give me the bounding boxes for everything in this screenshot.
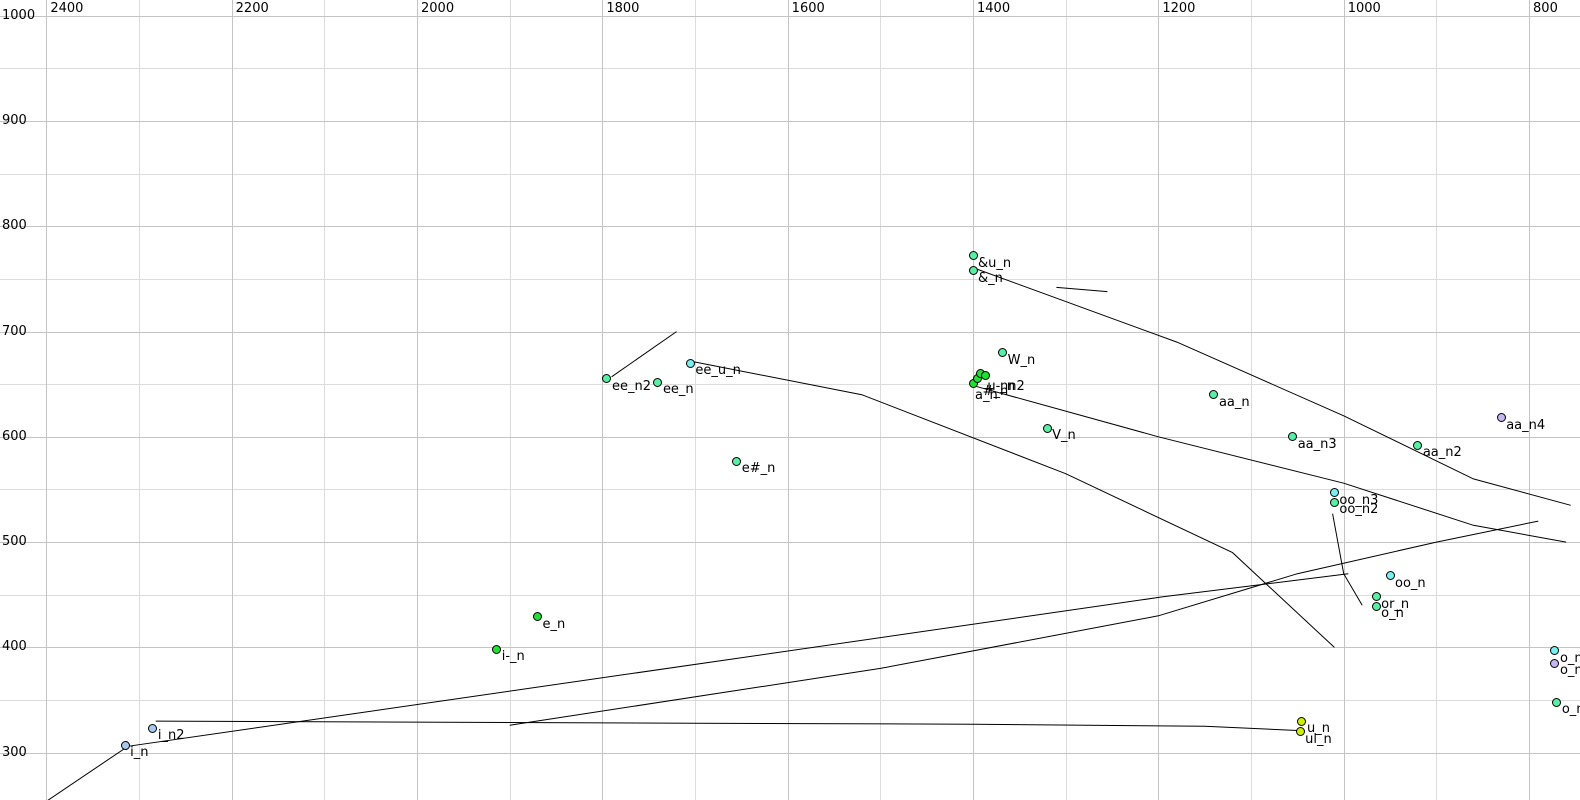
data-point-aa-n3[interactable] (1288, 432, 1298, 442)
data-point-label: ul_n (1305, 731, 1332, 747)
data-point-u-n[interactable] (1297, 716, 1307, 726)
data-point-label: i_n2 (157, 728, 185, 744)
data-point-o-n4[interactable] (1552, 697, 1562, 707)
data-point-label: i-_n (501, 649, 525, 665)
data-point-ul-n[interactable] (1295, 727, 1305, 737)
y-tick-label: 900 (2, 113, 27, 129)
data-point-label: o_n4 (1561, 702, 1580, 718)
y-tick-label: 600 (2, 428, 27, 444)
data-point-label: o_n2 (1559, 650, 1580, 666)
x-tick-label: 1000 (1347, 1, 1381, 16)
x-tick-label: 2400 (50, 1, 84, 16)
data-point-V-n[interactable] (1042, 423, 1052, 433)
data-point-i-n[interactable] (120, 740, 130, 750)
data-point--u-n[interactable] (968, 251, 978, 261)
data-point-label: oo_n3 (1339, 492, 1379, 508)
data-point-label: &u_n (978, 255, 1012, 271)
data-point-aa-n[interactable] (1209, 390, 1219, 400)
connector-u-horizontal (155, 720, 1298, 731)
x-tick-label: 2200 (235, 1, 269, 16)
data-point-label: e#_n (741, 461, 776, 477)
connector-lines (47, 267, 1571, 800)
data-point-o-n3[interactable] (1550, 658, 1560, 668)
data-point-label: a_n (975, 388, 998, 404)
data-point-ee-n2[interactable] (602, 374, 612, 384)
data-point-ee-u-n[interactable] (685, 358, 695, 368)
data-point-e-n[interactable] (732, 456, 742, 466)
data-point-label: e_n (542, 616, 566, 632)
data-point-i-n2[interactable] (148, 723, 158, 733)
data-point-oo-n[interactable] (1385, 571, 1395, 581)
data-point-label: i_n (130, 745, 149, 761)
data-point-o-n2[interactable] (1550, 646, 1560, 656)
y-tick-label: 1000 (2, 7, 36, 23)
data-point-label: ee_n (662, 382, 694, 398)
data-point-a-n[interactable] (968, 378, 978, 388)
data-point-oo-n3[interactable] (1329, 488, 1339, 498)
data-point-label: oo_n (1395, 575, 1426, 591)
x-tick-label: 1400 (977, 1, 1011, 16)
y-tick-label: 500 (2, 534, 27, 550)
data-point-i-n[interactable] (492, 644, 502, 654)
connector-amp-to-right (974, 267, 1571, 506)
data-point-label: W_n (1007, 352, 1036, 368)
data-point-label: aa_n2 (1422, 445, 1462, 461)
x-tick-label: 1800 (606, 1, 640, 16)
data-point-o-n[interactable] (1371, 601, 1381, 611)
connector-ee-to-upper-right (690, 360, 1335, 648)
x-tick-label: 1200 (1162, 1, 1196, 16)
data-point-label: aa_n3 (1297, 436, 1337, 452)
data-point-aa-n2[interactable] (1413, 440, 1423, 450)
data-point-label: u-_n (987, 378, 1016, 394)
x-tick-label: 800 (1533, 1, 1558, 16)
data-point-e-n[interactable] (532, 612, 542, 622)
data-point-oo-n2[interactable] (1329, 497, 1339, 507)
connector-amp-short-tail (1056, 286, 1108, 293)
data-point-label: oo_n2 (1339, 502, 1379, 518)
y-tick-label: 300 (2, 744, 27, 760)
connector-ee-short-tail (611, 331, 677, 378)
y-tick-label: 700 (2, 323, 27, 339)
data-point-label: or_n (1381, 596, 1410, 612)
data-point-label: o_n3 (1559, 663, 1580, 679)
x-tick-label: 1600 (791, 1, 825, 16)
data-point--n[interactable] (968, 266, 978, 276)
connector-i-to-oo (47, 573, 1349, 800)
data-point-label: &_n (978, 270, 1003, 286)
data-point-or-n[interactable] (1371, 592, 1381, 602)
data-point-label: u_n (1306, 721, 1330, 737)
data-point-label: V_n (1052, 428, 1076, 444)
y-tick-label: 400 (2, 639, 27, 655)
y-tick-label: 800 (2, 218, 27, 234)
data-point-label: aa_n (1218, 394, 1250, 410)
data-point-label: aa_n4 (1506, 417, 1546, 433)
data-point-aa-n4[interactable] (1496, 413, 1506, 423)
data-point-label: ee_n2 (611, 378, 651, 394)
data-point-label: ee_u_n (695, 363, 741, 379)
data-point-label: nn2 (999, 378, 1025, 394)
data-point-label: o_n (1381, 606, 1404, 622)
connector-a-to-right (975, 385, 1567, 543)
data-point-ee-n[interactable] (653, 377, 663, 387)
data-point-nn2[interactable] (981, 371, 991, 381)
data-point-label: #_n (982, 383, 1009, 399)
connector-diagonal-up-left (509, 520, 1539, 726)
data-point-W-n[interactable] (998, 348, 1008, 358)
connector-o-vertical (1332, 513, 1363, 606)
x-tick-label: 2000 (421, 1, 455, 16)
